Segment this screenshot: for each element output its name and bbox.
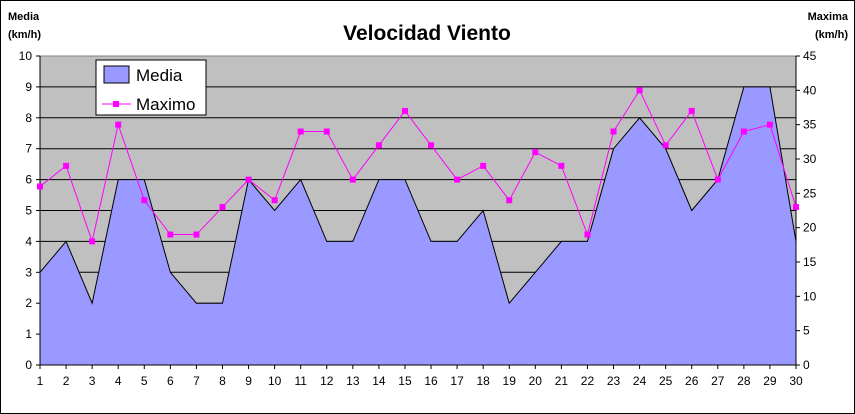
data-point-maximo	[454, 176, 461, 183]
right-axis-title-line1: Maxima	[808, 11, 849, 23]
x-tick-label: 19	[503, 374, 517, 388]
right-tick-label: 15	[803, 255, 817, 269]
x-tick-label: 30	[789, 374, 803, 388]
x-tick-label: 21	[555, 374, 569, 388]
x-tick-label: 7	[193, 374, 200, 388]
data-point-maximo	[167, 231, 174, 238]
data-point-maximo	[37, 183, 43, 190]
x-tick-label: 29	[763, 374, 777, 388]
x-tick-label: 4	[115, 374, 122, 388]
legend-swatch-media	[103, 65, 130, 84]
right-tick-label: 40	[803, 83, 817, 97]
left-tick-label: 0	[25, 358, 32, 372]
data-point-maximo	[558, 162, 565, 169]
x-tick-label: 18	[476, 374, 490, 388]
left-tick-label: 8	[25, 111, 32, 125]
right-tick-label: 25	[803, 186, 817, 200]
right-tick-label: 30	[803, 152, 817, 166]
x-tick-label: 1	[37, 374, 44, 388]
data-point-maximo	[115, 121, 122, 128]
x-tick-label: 16	[424, 374, 438, 388]
data-point-maximo	[506, 197, 513, 204]
x-tick-label: 23	[607, 374, 621, 388]
series-area-outline-media	[39, 86, 797, 305]
data-point-maximo	[636, 87, 643, 94]
x-tick-label: 17	[450, 374, 464, 388]
left-tick-label: 5	[25, 204, 32, 218]
data-point-maximo	[271, 197, 278, 204]
data-point-maximo	[662, 142, 669, 149]
data-point-maximo	[219, 204, 226, 211]
data-point-maximo	[63, 162, 70, 169]
legend: Media Maximo	[95, 59, 207, 116]
data-point-maximo	[89, 238, 96, 245]
right-tick-label: 35	[803, 118, 817, 132]
x-tick-label: 9	[245, 374, 252, 388]
x-tick-label: 25	[659, 374, 673, 388]
left-tick-label: 6	[25, 173, 32, 187]
x-tick-label: 2	[63, 374, 70, 388]
left-tick-label: 9	[25, 80, 32, 94]
x-tick-label: 22	[581, 374, 595, 388]
data-point-maximo	[714, 176, 721, 183]
series-area-media	[40, 86, 796, 366]
right-tick-label: 0	[803, 358, 810, 372]
x-tick-label: 12	[320, 374, 334, 388]
x-tick-label: 13	[346, 374, 360, 388]
left-tick-label: 4	[25, 234, 32, 248]
right-tick-label: 5	[803, 324, 810, 338]
data-point-maximo	[245, 176, 252, 183]
x-tick-label: 28	[737, 374, 751, 388]
data-point-maximo	[688, 107, 695, 114]
x-tick-label: 24	[633, 374, 647, 388]
right-tick-label: 45	[803, 49, 817, 63]
x-tick-label: 27	[711, 374, 725, 388]
x-tick-label: 26	[685, 374, 699, 388]
data-point-maximo	[428, 142, 435, 149]
series-line-maximo	[39, 89, 797, 244]
legend-label-media: Media	[136, 66, 183, 85]
left-tick-label: 2	[25, 296, 32, 310]
legend-marker-maximo	[113, 101, 119, 107]
data-point-maximo	[401, 107, 408, 114]
data-point-maximo	[532, 149, 539, 156]
data-point-maximo	[740, 128, 747, 135]
data-point-maximo	[297, 128, 304, 135]
data-point-maximo	[793, 204, 799, 211]
left-tick-label: 3	[25, 265, 32, 279]
data-point-maximo	[349, 176, 356, 183]
x-tick-label: 8	[219, 374, 226, 388]
x-tick-label: 14	[372, 374, 386, 388]
right-tick-label: 20	[803, 221, 817, 235]
data-point-maximo	[323, 128, 330, 135]
right-axis-title-line2: (km/h)	[815, 29, 848, 41]
data-point-maximo	[584, 231, 591, 238]
chart-title: Velocidad Viento	[343, 22, 511, 45]
x-tick-label: 15	[398, 374, 412, 388]
data-point-maximo	[193, 231, 200, 238]
data-point-maximo	[141, 197, 148, 204]
left-tick-label: 10	[19, 49, 33, 63]
x-tick-label: 6	[167, 374, 174, 388]
data-point-maximo	[375, 142, 382, 149]
x-tick-label: 3	[89, 374, 96, 388]
left-axis-title-line2: (km/h)	[8, 29, 41, 41]
left-axis-title-line1: Media	[8, 11, 40, 23]
x-tick-label: 11	[294, 374, 307, 388]
data-point-maximo	[610, 128, 617, 135]
x-tick-label: 5	[141, 374, 148, 388]
left-tick-label: 7	[25, 142, 32, 156]
x-tick-label: 20	[529, 374, 543, 388]
left-tick-label: 1	[25, 327, 32, 341]
data-point-maximo	[766, 121, 773, 128]
legend-label-maximo: Maximo	[136, 95, 196, 114]
right-tick-label: 10	[803, 289, 817, 303]
x-tick-label: 10	[268, 374, 282, 388]
data-point-maximo	[480, 162, 487, 169]
